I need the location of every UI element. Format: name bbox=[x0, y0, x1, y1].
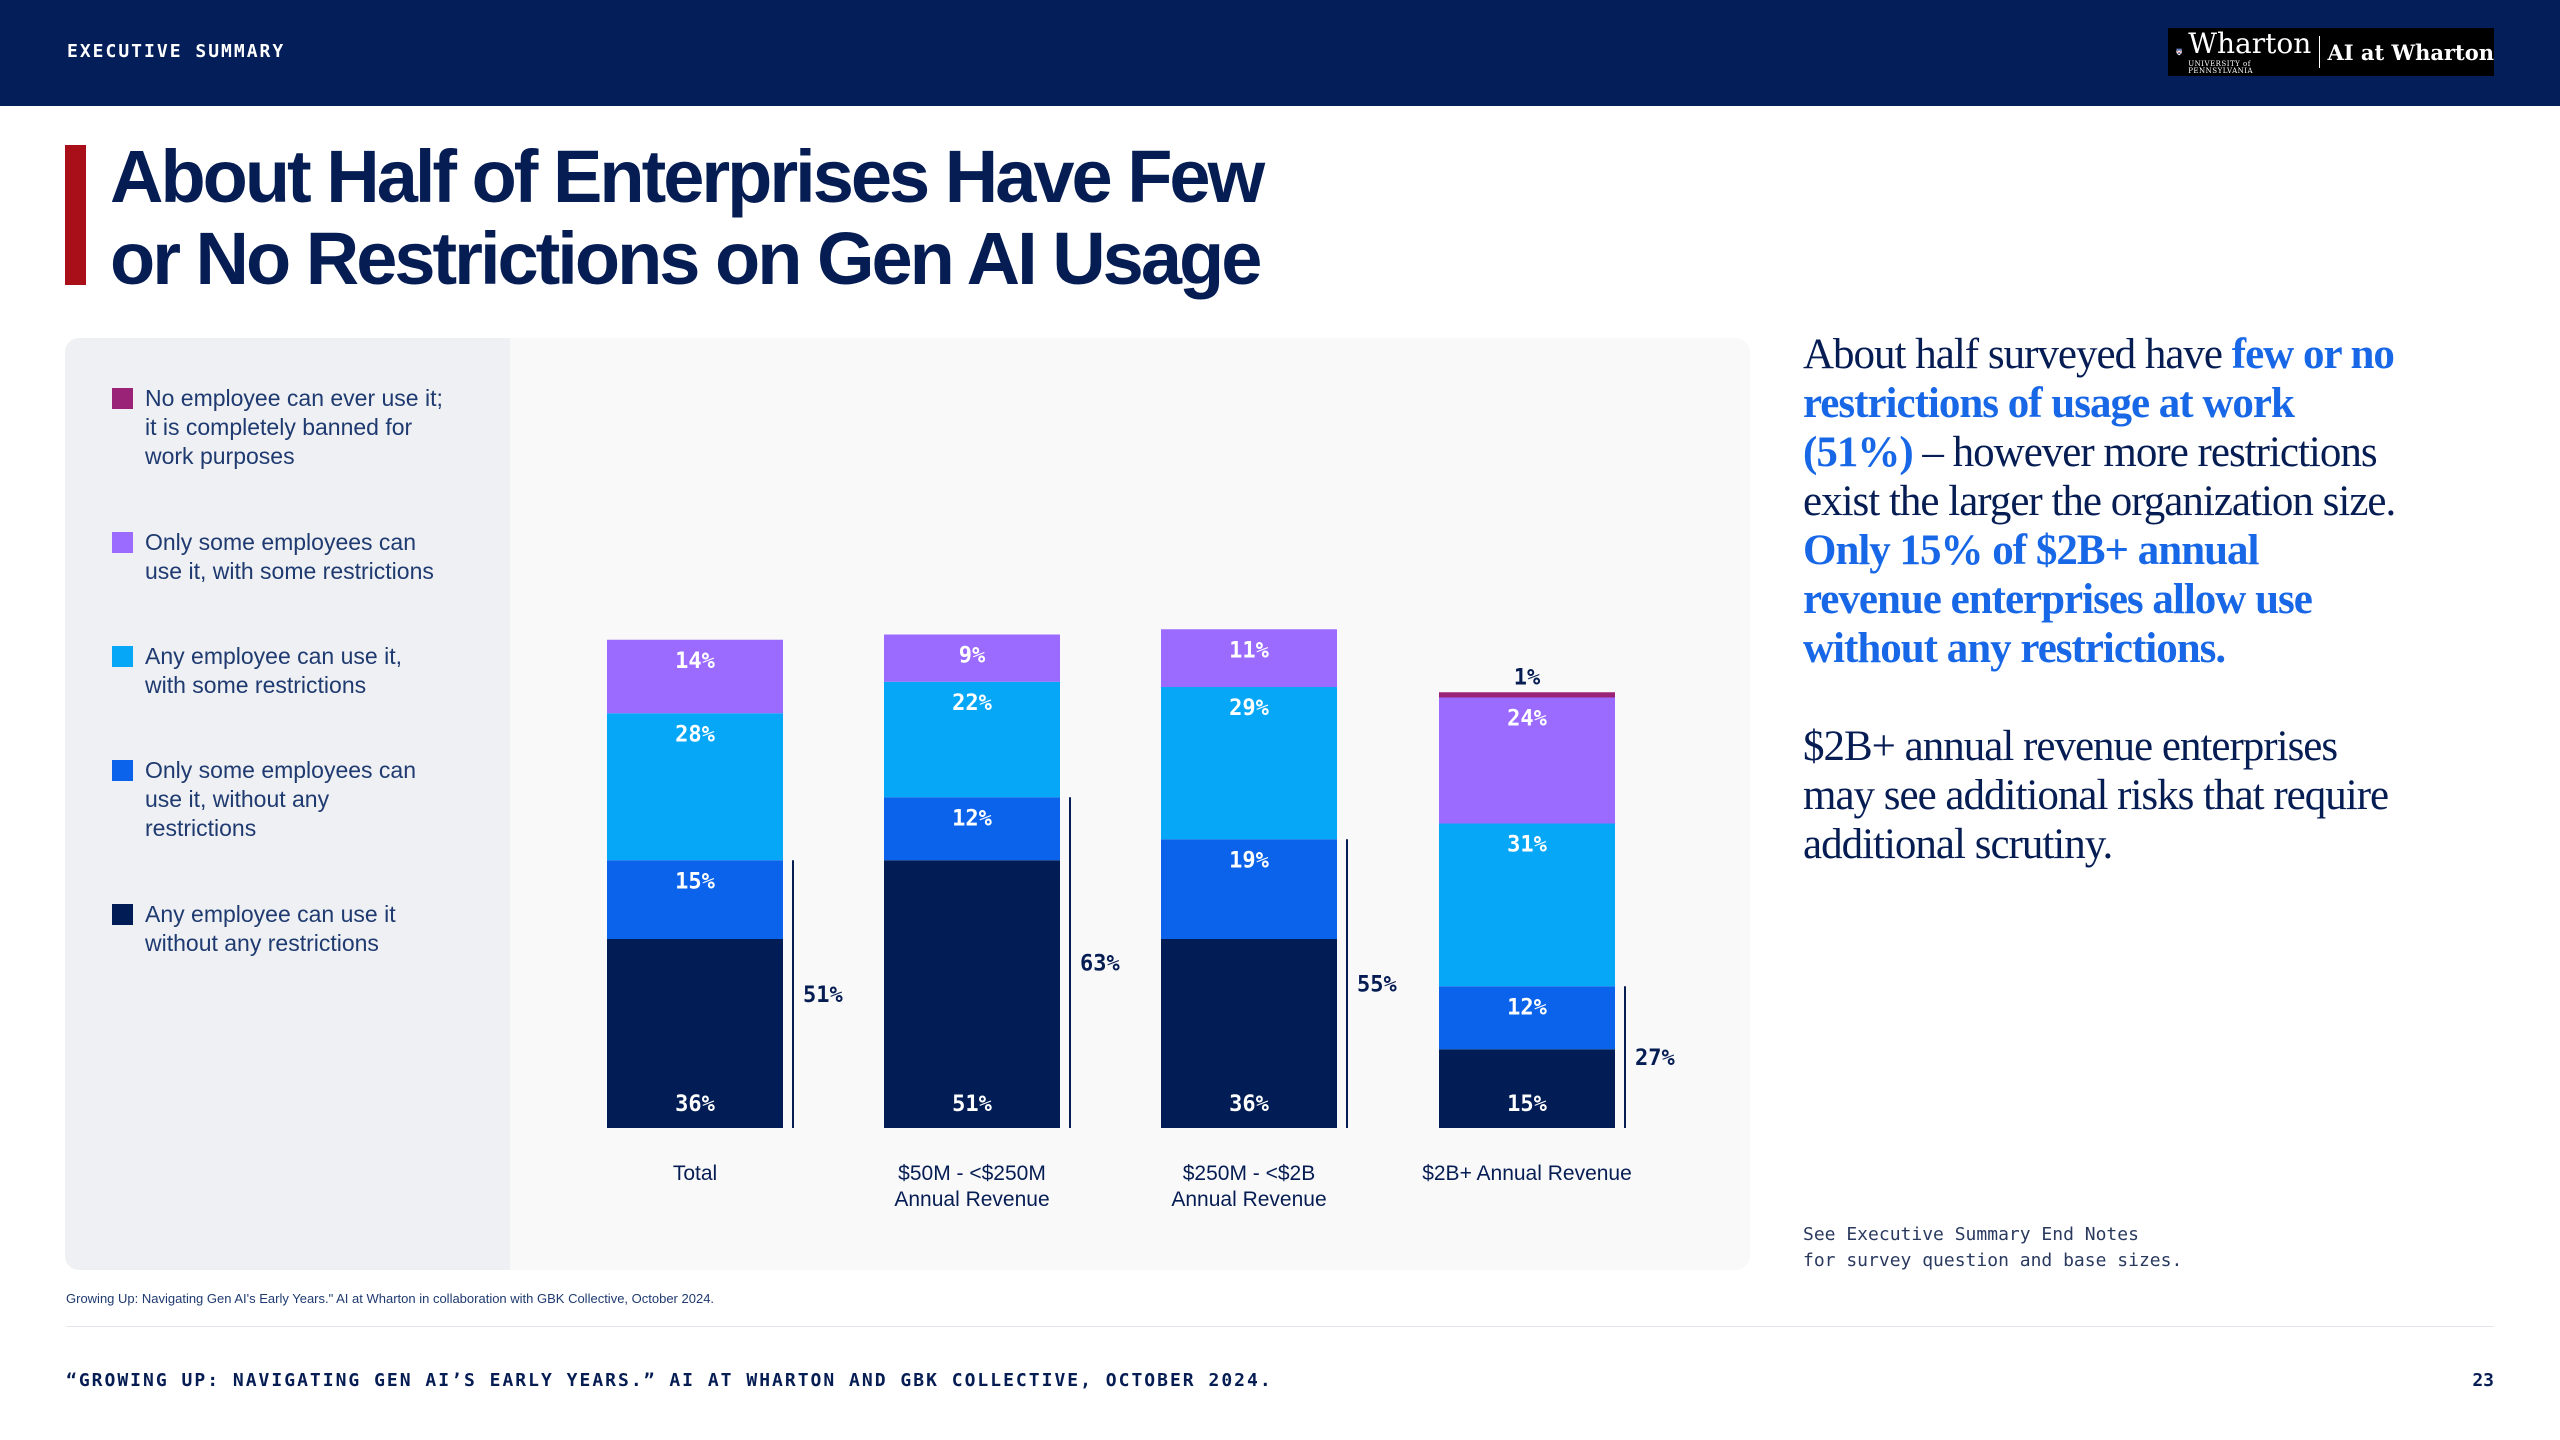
footer-citation: “GROWING UP: NAVIGATING GEN AI’S EARLY Y… bbox=[66, 1370, 1273, 1391]
bracket-total-label: 27% bbox=[1635, 1046, 1675, 1071]
legend-item-some-without-restrictions: Only some employees can use it, without … bbox=[112, 756, 445, 843]
data-label: 12% bbox=[952, 806, 992, 831]
bar-segment bbox=[1161, 629, 1337, 687]
page-number: 23 bbox=[2472, 1370, 2494, 1391]
legend-item-any-with-restrictions: Any employee can use it, with some restr… bbox=[112, 642, 445, 700]
data-label: 15% bbox=[1507, 1092, 1547, 1117]
bar-segment bbox=[884, 634, 1060, 682]
data-label: 19% bbox=[1229, 848, 1269, 873]
chart-panel: No employee can ever use it; it is compl… bbox=[65, 338, 1750, 1270]
commentary-text: About half surveyed have bbox=[1803, 331, 2232, 378]
bar-segment bbox=[607, 939, 783, 1128]
stacked-bar-chart: 36% 15% 28% 14% 51% Total 51% 12% 22% 9% 63% $50M -… bbox=[607, 629, 1675, 1211]
data-label: 31% bbox=[1507, 833, 1547, 858]
legend-swatch bbox=[112, 388, 133, 409]
header-bar: EXECUTIVE SUMMARY Wharton UNIVERSITY of … bbox=[0, 0, 2560, 106]
bar-segment bbox=[1439, 1049, 1615, 1128]
legend-label: Only some employees can use it, with som… bbox=[145, 529, 434, 584]
bar-segment bbox=[884, 860, 1060, 1128]
bar-segment bbox=[1439, 823, 1615, 987]
bar-segment bbox=[1439, 692, 1615, 698]
commentary-highlight: few or no restrictions of usage at work … bbox=[1803, 331, 2395, 476]
category-label: Annual Revenue bbox=[1171, 1188, 1326, 1211]
data-label: 28% bbox=[675, 722, 715, 747]
wharton-logo: Wharton UNIVERSITY of PENNSYLVANIA AI at… bbox=[2168, 28, 2494, 76]
category-label: $250M - <$2B bbox=[1183, 1162, 1316, 1185]
bar-segment bbox=[1161, 839, 1337, 939]
commentary-paragraph-1: About half surveyed have few or no restr… bbox=[1803, 330, 2403, 673]
commentary-highlight: Only 15% of $2B+ annual revenue enterpri… bbox=[1803, 527, 2313, 672]
data-label: 22% bbox=[952, 691, 992, 716]
data-label: 9% bbox=[959, 644, 986, 669]
legend: No employee can ever use it; it is compl… bbox=[65, 338, 510, 1270]
page-title: About Half of Enterprises Have Few or No… bbox=[110, 136, 1310, 300]
bar-segment bbox=[1439, 697, 1615, 824]
category-label: $50M - <$250M bbox=[898, 1162, 1046, 1185]
data-label: 24% bbox=[1507, 707, 1547, 732]
ai-at-wharton-label: AI at Wharton bbox=[2327, 39, 2494, 65]
title-accent-bar bbox=[65, 145, 86, 285]
data-label: 36% bbox=[1229, 1092, 1269, 1117]
data-label: 29% bbox=[1229, 696, 1269, 721]
data-label: 11% bbox=[1229, 638, 1269, 663]
data-label: 51% bbox=[952, 1092, 992, 1117]
bracket-total-label: 63% bbox=[1080, 952, 1120, 977]
source-note: Growing Up: Navigating Gen AI's Early Ye… bbox=[66, 1291, 715, 1306]
legend-item-some-with-restrictions: Only some employees can use it, with som… bbox=[112, 528, 445, 586]
legend-label: Only some employees can use it, without … bbox=[145, 757, 417, 841]
legend-label: Any employee can use it, with some restr… bbox=[145, 643, 402, 698]
legend-label: No employee can ever use it; it is compl… bbox=[145, 385, 443, 469]
bar-segment bbox=[1161, 687, 1337, 840]
legend-label: Any employee can use it without any rest… bbox=[145, 901, 396, 956]
title-line-2: or No Restrictions on Gen AI Usage bbox=[110, 217, 1262, 300]
legend-swatch bbox=[112, 904, 133, 925]
section-label: EXECUTIVE SUMMARY bbox=[67, 41, 286, 62]
data-label: 1% bbox=[1514, 665, 1541, 690]
legend-swatch bbox=[112, 760, 133, 781]
data-label: 12% bbox=[1507, 995, 1547, 1020]
bar-segment bbox=[884, 797, 1060, 861]
commentary: About half surveyed have few or no restr… bbox=[1803, 330, 2403, 869]
logo-subtitle: UNIVERSITY of PENNSYLVANIA bbox=[2188, 59, 2254, 75]
logo-wordmark: Wharton bbox=[2188, 26, 2312, 60]
bracket-total-label: 51% bbox=[803, 983, 843, 1008]
bar-segment bbox=[607, 639, 783, 714]
bar-segment bbox=[607, 860, 783, 939]
title-line-1: About Half of Enterprises Have Few bbox=[110, 135, 1265, 218]
category-label: Annual Revenue bbox=[894, 1188, 1049, 1211]
endnote: See Executive Summary End Notes for surv… bbox=[1803, 1224, 2183, 1271]
footer-divider bbox=[66, 1326, 2494, 1327]
data-label: 14% bbox=[675, 649, 715, 674]
legend-item-banned: No employee can ever use it; it is compl… bbox=[112, 384, 445, 471]
bar-segment bbox=[1439, 986, 1615, 1050]
bar-segment bbox=[607, 713, 783, 861]
legend-swatch bbox=[112, 646, 133, 667]
category-label: $2B+ Annual Revenue bbox=[1422, 1162, 1632, 1185]
penn-shield-icon bbox=[2176, 48, 2182, 56]
commentary-paragraph-2: $2B+ annual revenue enterprises may see … bbox=[1803, 723, 2389, 868]
data-label: 36% bbox=[675, 1092, 715, 1117]
legend-swatch bbox=[112, 532, 133, 553]
commentary-text: – however more restrictions exist the la… bbox=[1803, 429, 2396, 525]
bracket-total-label: 55% bbox=[1357, 973, 1397, 998]
data-label: 15% bbox=[675, 869, 715, 894]
legend-item-any-without-restrictions: Any employee can use it without any rest… bbox=[112, 900, 445, 958]
bar-segment bbox=[884, 681, 1060, 798]
category-label: Total bbox=[673, 1162, 717, 1185]
bar-segment bbox=[1161, 939, 1337, 1128]
